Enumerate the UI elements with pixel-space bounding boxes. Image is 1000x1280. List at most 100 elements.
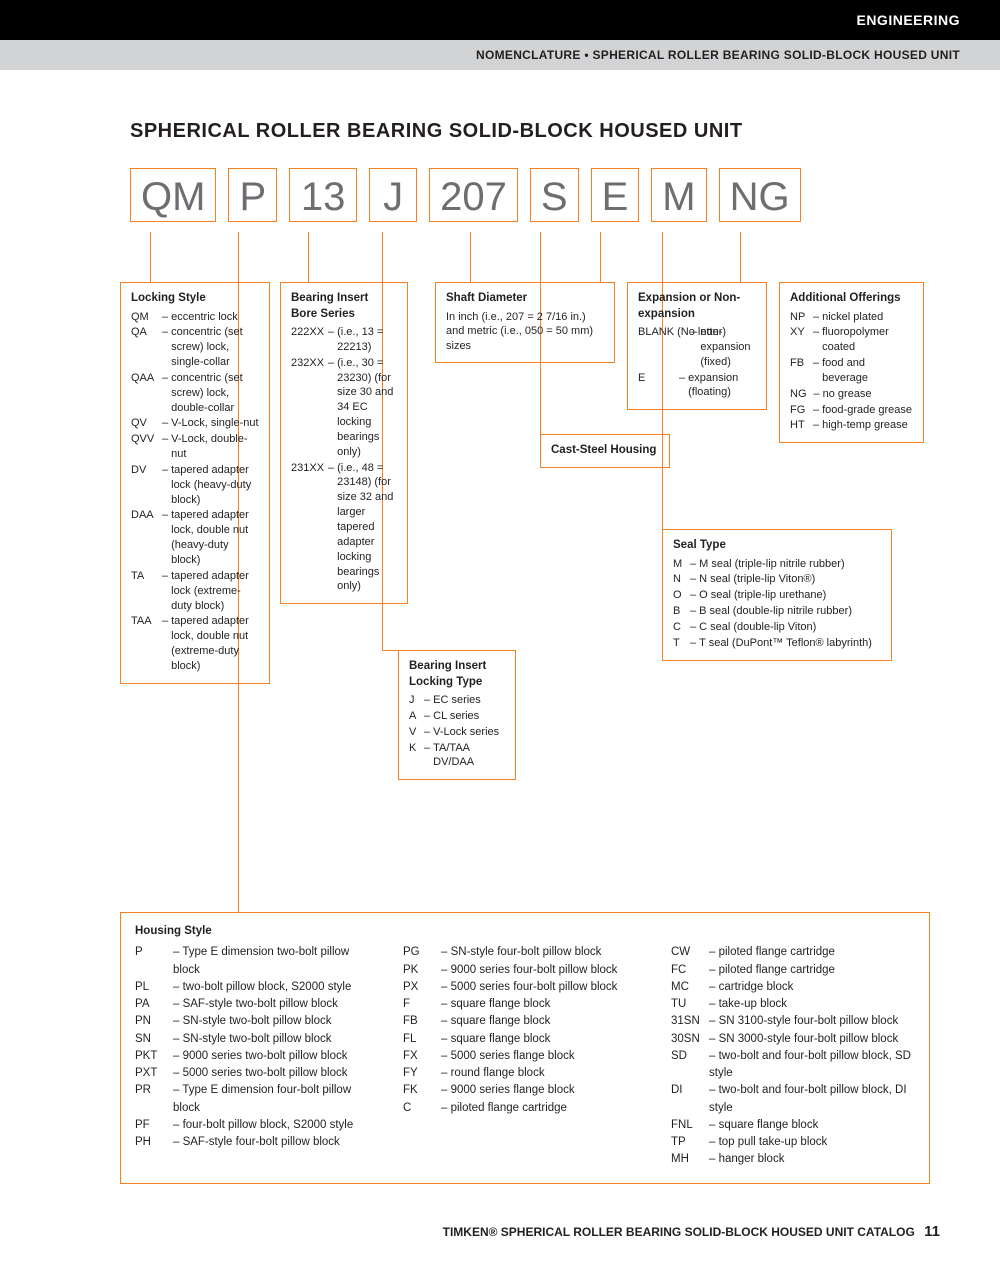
kv-value: high-temp grease	[822, 418, 908, 433]
housing-key: PH	[135, 1134, 173, 1151]
housing-row: PA– SAF-style two-bolt pillow block	[135, 996, 379, 1013]
housing-row: PN– SN-style two-bolt pillow block	[135, 1013, 379, 1030]
housing-key: PR	[135, 1082, 173, 1117]
kv-dash: –	[810, 403, 822, 418]
housing-row: PXT– 5000 series two-bolt pillow block	[135, 1065, 379, 1082]
kv-value: B seal (double-lip nitrile rubber)	[699, 604, 852, 619]
housing-key: P	[135, 944, 173, 979]
kv-value: (i.e., 30 = 23230) (for size 30 and 34 E…	[337, 356, 397, 460]
kv-row: FB–food and beverage	[790, 356, 913, 386]
housing-value: – take-up block	[709, 996, 787, 1013]
kv-key: DAA	[131, 508, 159, 567]
code-qm: QM	[130, 168, 216, 222]
kv-key: XY	[790, 325, 810, 355]
housing-title: Housing Style	[135, 923, 915, 940]
locking-type-title: Bearing Insert Locking Type	[409, 659, 505, 690]
header-category: ENGINEERING	[856, 12, 960, 28]
kv-key: QVV	[131, 432, 159, 462]
diagram-area: Locking Style QM–eccentric lockQA–concen…	[130, 232, 940, 932]
housing-key: PL	[135, 979, 173, 996]
kv-row: XY–fluoropolymer coated	[790, 325, 913, 355]
conn-ng	[740, 232, 741, 282]
kv-value: EC series	[433, 693, 481, 708]
kv-dash: –	[687, 557, 699, 572]
kv-key: DV	[131, 463, 159, 508]
footer-page: 11	[924, 1223, 940, 1240]
housing-row: PX– 5000 series four-bolt pillow block	[403, 979, 647, 996]
housing-row: SD– two-bolt and four-bolt pillow block,…	[671, 1048, 915, 1083]
housing-key: FC	[671, 962, 709, 979]
housing-value: – two-bolt pillow block, S2000 style	[173, 979, 351, 996]
kv-value: V-Lock, double-nut	[171, 432, 259, 462]
kv-row: A–CL series	[409, 709, 505, 724]
kv-dash: –	[811, 387, 823, 402]
kv-dash: –	[810, 310, 822, 325]
housing-row: MC– cartridge block	[671, 979, 915, 996]
kv-row: QV–V-Lock, single-nut	[131, 416, 259, 431]
kv-value: V-Lock series	[433, 725, 499, 740]
housing-key: TP	[671, 1134, 709, 1151]
housing-key: 30SN	[671, 1031, 709, 1048]
kv-dash: –	[159, 371, 171, 416]
header-black-bar: ENGINEERING	[0, 0, 1000, 40]
kv-dash: –	[810, 418, 822, 433]
kv-key: M	[673, 557, 687, 572]
kv-dash: –	[688, 325, 700, 370]
housing-key: SD	[671, 1048, 709, 1083]
housing-key: PX	[403, 979, 441, 996]
housing-row: PKT– 9000 series two-bolt pillow block	[135, 1048, 379, 1065]
housing-value: – four-bolt pillow block, S2000 style	[173, 1117, 353, 1134]
kv-key: NP	[790, 310, 810, 325]
kv-dash: –	[159, 310, 171, 325]
housing-value: – two-bolt and four-bolt pillow block, S…	[709, 1048, 915, 1083]
kv-row: O–O seal (triple-lip urethane)	[673, 588, 881, 603]
kv-key: A	[409, 709, 421, 724]
housing-row: FL– square flange block	[403, 1031, 647, 1048]
kv-value: N seal (triple-lip Viton®)	[699, 572, 815, 587]
housing-value: – Type E dimension two-bolt pillow block	[173, 944, 379, 979]
housing-value: – SAF-style two-bolt pillow block	[173, 996, 338, 1013]
housing-key: DI	[671, 1082, 709, 1117]
kv-row: QM–eccentric lock	[131, 310, 259, 325]
housing-col1: P– Type E dimension two-bolt pillow bloc…	[135, 944, 379, 1168]
housing-key: MC	[671, 979, 709, 996]
kv-row: B–B seal (double-lip nitrile rubber)	[673, 604, 881, 619]
kv-key: O	[673, 588, 687, 603]
kv-value: tapered adapter lock, double nut (heavy-…	[171, 508, 259, 567]
kv-row: NP–nickel plated	[790, 310, 913, 325]
kv-value: tapered adapter lock, double nut (extrem…	[171, 614, 259, 673]
header-gray-bar: NOMENCLATURE • SPHERICAL ROLLER BEARING …	[0, 40, 1000, 70]
housing-style-box: Housing Style P– Type E dimension two-bo…	[120, 912, 930, 1184]
cast-steel-box: Cast-Steel Housing	[540, 434, 670, 468]
kv-value: no grease	[823, 387, 872, 402]
housing-value: – SN 3100-style four-bolt pillow block	[709, 1013, 898, 1030]
kv-row: DAA–tapered adapter lock, double nut (he…	[131, 508, 259, 567]
code-e: E	[591, 168, 640, 222]
housing-key: PKT	[135, 1048, 173, 1065]
housing-value: – 5000 series four-bolt pillow block	[441, 979, 617, 996]
kv-row: QVV–V-Lock, double-nut	[131, 432, 259, 462]
kv-dash: –	[421, 709, 433, 724]
seal-type-box: Seal Type M–M seal (triple-lip nitrile r…	[662, 529, 892, 661]
kv-value: expansion (floating)	[688, 371, 756, 401]
housing-row: FK– 9000 series flange block	[403, 1082, 647, 1099]
kv-dash: –	[687, 588, 699, 603]
housing-row: C– piloted flange cartridge	[403, 1100, 647, 1117]
housing-key: MH	[671, 1151, 709, 1168]
kv-dash: –	[421, 725, 433, 740]
housing-row: PK– 9000 series four-bolt pillow block	[403, 962, 647, 979]
housing-row: FB– square flange block	[403, 1013, 647, 1030]
kv-row: M–M seal (triple-lip nitrile rubber)	[673, 557, 881, 572]
kv-row: QA–concentric (set screw) lock, single-c…	[131, 325, 259, 370]
housing-row: MH– hanger block	[671, 1151, 915, 1168]
kv-dash: –	[687, 620, 699, 635]
kv-row: HT–high-temp grease	[790, 418, 913, 433]
kv-key: J	[409, 693, 421, 708]
housing-key: C	[403, 1100, 441, 1117]
housing-key: FK	[403, 1082, 441, 1099]
housing-value: – piloted flange cartridge	[709, 944, 835, 961]
kv-row: E–expansion (floating)	[638, 371, 756, 401]
kv-dash: –	[159, 463, 171, 508]
kv-key: 232XX	[291, 356, 325, 460]
kv-row: J–EC series	[409, 693, 505, 708]
